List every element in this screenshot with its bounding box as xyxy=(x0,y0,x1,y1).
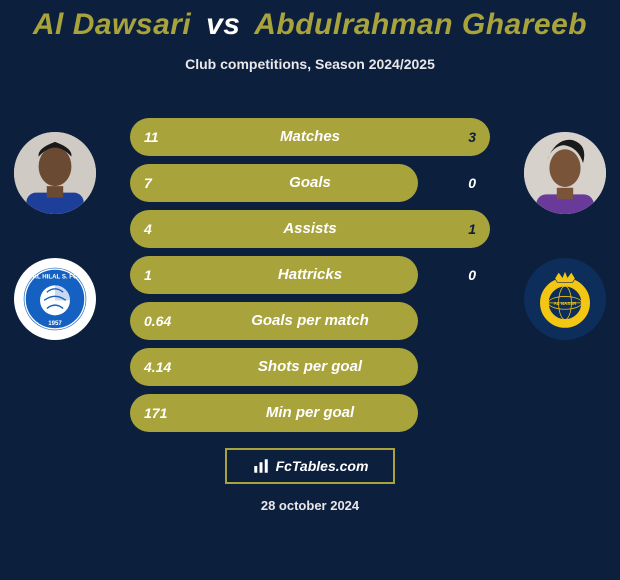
stat-right-value: 0 xyxy=(468,164,476,202)
player2-name: Abdulrahman Ghareeb xyxy=(254,8,587,41)
stat-right-value: 3 xyxy=(468,118,476,156)
stat-label: Assists xyxy=(130,210,490,248)
stats-container: 11 Matches 3 7 Goals 0 4 Assists 1 1 Hat… xyxy=(130,118,490,432)
stat-right-value: 0 xyxy=(468,256,476,294)
stat-label: Matches xyxy=(130,118,490,156)
comparison-title: Al Dawsari vs Abdulrahman Ghareeb xyxy=(0,0,620,42)
comparison-subtitle: Club competitions, Season 2024/2025 xyxy=(0,56,620,72)
player1-avatar xyxy=(14,132,96,214)
svg-text:1957: 1957 xyxy=(48,320,62,327)
club-logo-icon: AL HILAL S. FC 1957 xyxy=(21,265,89,333)
player2-club-logo: AL NASSR xyxy=(524,258,606,340)
stat-label: Shots per goal xyxy=(130,348,490,386)
stat-row: 4 Assists 1 xyxy=(130,210,490,248)
player1-name: Al Dawsari xyxy=(33,8,191,41)
stat-row: 0.64 Goals per match xyxy=(130,302,490,340)
avatar-icon xyxy=(524,132,606,214)
avatar-icon xyxy=(14,132,96,214)
stat-row: 7 Goals 0 xyxy=(130,164,490,202)
snapshot-date: 28 october 2024 xyxy=(0,498,620,513)
stat-row: 1 Hattricks 0 xyxy=(130,256,490,294)
club-logo-icon: AL NASSR xyxy=(533,267,597,331)
stat-row: 171 Min per goal xyxy=(130,394,490,432)
player1-club-logo: AL HILAL S. FC 1957 xyxy=(14,258,96,340)
stat-row: 4.14 Shots per goal xyxy=(130,348,490,386)
barchart-icon xyxy=(252,457,270,475)
stat-label: Goals per match xyxy=(130,302,490,340)
brand-box[interactable]: FcTables.com xyxy=(225,448,395,484)
stat-label: Hattricks xyxy=(130,256,490,294)
brand-label: FcTables.com xyxy=(276,458,369,474)
stat-right-value: 1 xyxy=(468,210,476,248)
svg-text:AL NASSR: AL NASSR xyxy=(554,301,578,306)
stat-label: Goals xyxy=(130,164,490,202)
player2-avatar xyxy=(524,132,606,214)
stat-row: 11 Matches 3 xyxy=(130,118,490,156)
vs-label: vs xyxy=(206,8,240,41)
stat-label: Min per goal xyxy=(130,394,490,432)
svg-text:AL HILAL S. FC: AL HILAL S. FC xyxy=(33,274,79,281)
